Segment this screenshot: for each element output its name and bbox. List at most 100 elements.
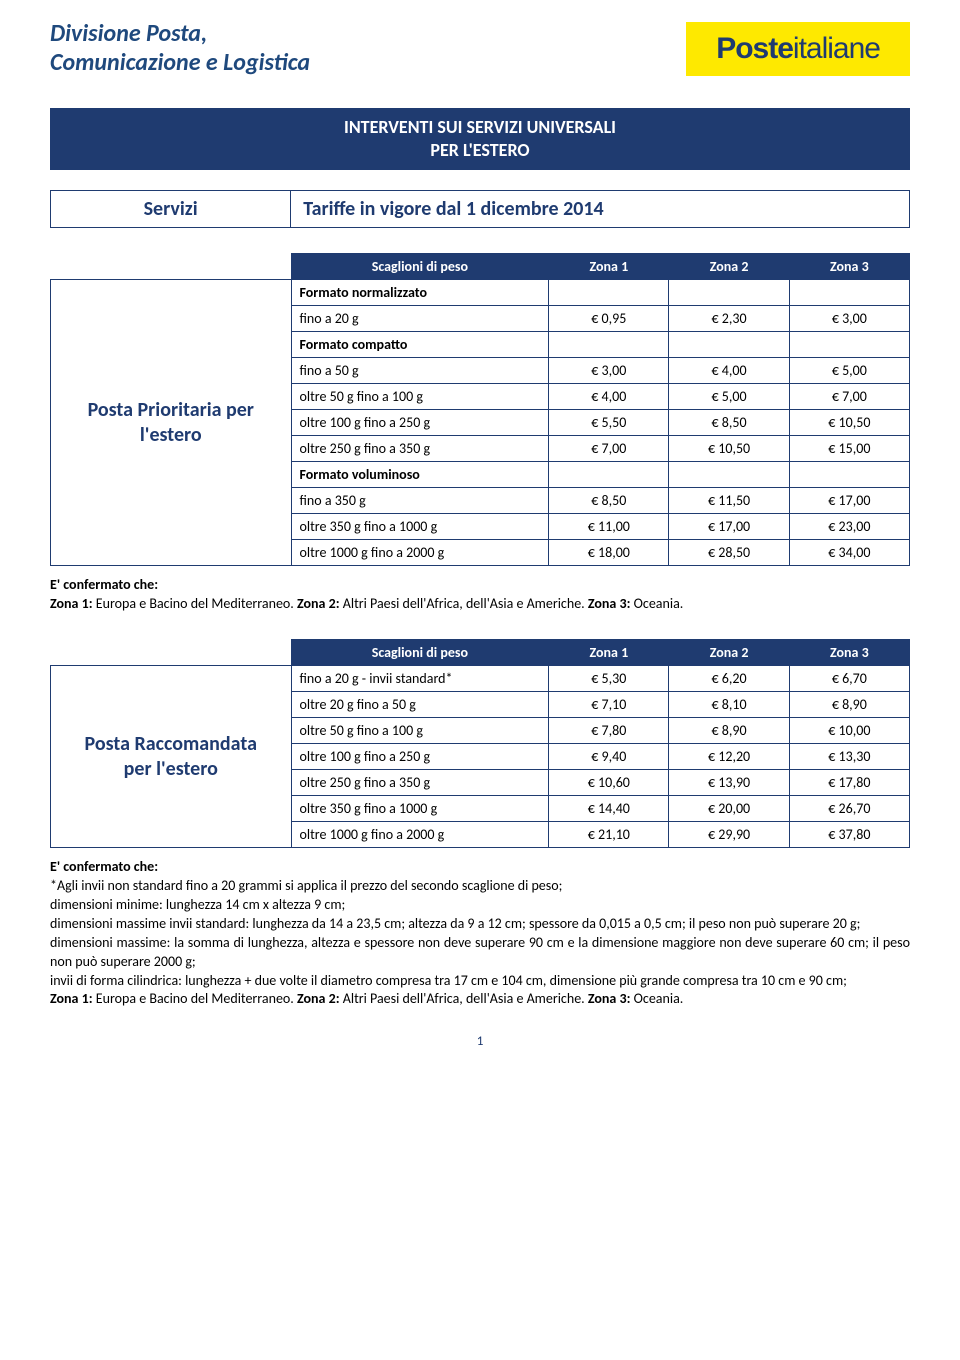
document-header: Divisione Posta, Comunicazione e Logisti… (50, 20, 910, 78)
priority-mail-table: Scaglioni di peso Zona 1 Zona 2 Zona 3 P… (50, 253, 910, 566)
col-zone3: Zona 3 (789, 640, 909, 666)
price-cell-z1: € 9,40 (549, 744, 669, 770)
col-zone2: Zona 2 (669, 254, 789, 280)
main-title: INTERVENTI SUI SERVIZI UNIVERSALI PER L'… (50, 108, 910, 171)
weight-label: Formato compatto (291, 332, 549, 358)
price-cell-z1 (549, 280, 669, 306)
page-number: 1 (50, 1034, 910, 1049)
price-cell-z1: € 7,10 (549, 692, 669, 718)
price-cell-z1: € 11,00 (549, 514, 669, 540)
service-name-cell: Posta Prioritaria perl'estero (51, 280, 292, 566)
notes-line: *Agli invii non standard fino a 20 gramm… (50, 877, 910, 896)
weight-label: fino a 20 g (291, 306, 549, 332)
weight-label: oltre 350 g fino a 1000 g (291, 514, 549, 540)
price-cell-z3: € 3,00 (789, 306, 909, 332)
price-cell-z2: € 8,10 (669, 692, 789, 718)
col-zone2: Zona 2 (669, 640, 789, 666)
price-cell-z2 (669, 332, 789, 358)
col-weight: Scaglioni di peso (291, 640, 549, 666)
main-title-line2: PER L'ESTERO (430, 139, 529, 161)
weight-label: oltre 20 g fino a 50 g (291, 692, 549, 718)
notes1-z2-label: Zona 2: (297, 595, 340, 612)
price-cell-z3: € 23,00 (789, 514, 909, 540)
division-title: Divisione Posta, Comunicazione e Logisti… (50, 20, 656, 78)
price-cell-z1: € 7,00 (549, 436, 669, 462)
price-cell-z1: € 4,00 (549, 384, 669, 410)
price-cell-z3: € 5,00 (789, 358, 909, 384)
brand-logo: Posteitaliane (686, 22, 910, 76)
col-zone1: Zona 1 (549, 254, 669, 280)
notes2-z2-label: Zona 2: (297, 990, 340, 1007)
notes2-z3-label: Zona 3: (588, 990, 631, 1007)
division-line2: Comunicazione e Logistica (50, 48, 310, 77)
notes-block-2: E' confermato che: *Agli invii non stand… (50, 858, 910, 1009)
price-cell-z1: € 8,50 (549, 488, 669, 514)
price-cell-z2: € 5,00 (669, 384, 789, 410)
notes1-lead: E' confermato che: (50, 576, 158, 593)
price-cell-z3: € 6,70 (789, 666, 909, 692)
tariff-left-label: Servizi (51, 191, 291, 227)
price-cell-z3: € 10,00 (789, 718, 909, 744)
notes-line: dimensioni massime invii standard: lungh… (50, 915, 910, 934)
weight-label: oltre 1000 g fino a 2000 g (291, 822, 549, 848)
price-cell-z2: € 2,30 (669, 306, 789, 332)
service-name-cell: Posta Raccomandataper l'estero (51, 666, 292, 848)
registered-mail-table: Scaglioni di peso Zona 1 Zona 2 Zona 3 P… (50, 639, 910, 848)
notes2-z3-text: Oceania. (630, 990, 683, 1007)
price-cell-z3: € 26,70 (789, 796, 909, 822)
price-cell-z3: € 34,00 (789, 540, 909, 566)
weight-label: fino a 20 g - invii standard* (291, 666, 549, 692)
price-cell-z3 (789, 462, 909, 488)
price-cell-z1: € 14,40 (549, 796, 669, 822)
price-cell-z3: € 15,00 (789, 436, 909, 462)
weight-label: fino a 50 g (291, 358, 549, 384)
price-cell-z2: € 8,90 (669, 718, 789, 744)
table-row: Posta Raccomandataper l'esterofino a 20 … (51, 666, 910, 692)
price-cell-z2: € 13,90 (669, 770, 789, 796)
price-cell-z2: € 4,00 (669, 358, 789, 384)
logo-text-bold: Poste (716, 32, 793, 65)
price-cell-z1: € 3,00 (549, 358, 669, 384)
notes2-z1-text: Europa e Bacino del Mediterraneo. (93, 990, 297, 1007)
notes2-lead: E' confermato che: (50, 858, 910, 877)
table-row: Posta Prioritaria perl'esteroFormato nor… (51, 280, 910, 306)
price-cell-z2 (669, 462, 789, 488)
price-cell-z2: € 29,90 (669, 822, 789, 848)
price-cell-z3 (789, 332, 909, 358)
price-cell-z1 (549, 462, 669, 488)
price-cell-z1: € 10,60 (549, 770, 669, 796)
col-zone3: Zona 3 (789, 254, 909, 280)
price-cell-z1: € 21,10 (549, 822, 669, 848)
price-cell-z1: € 18,00 (549, 540, 669, 566)
weight-label: oltre 50 g fino a 100 g (291, 718, 549, 744)
tariff-right-label: Tariffe in vigore dal 1 dicembre 2014 (291, 191, 909, 227)
price-cell-z2: € 8,50 (669, 410, 789, 436)
weight-label: oltre 100 g fino a 250 g (291, 744, 549, 770)
price-cell-z3: € 13,30 (789, 744, 909, 770)
weight-label: oltre 250 g fino a 350 g (291, 436, 549, 462)
price-cell-z2 (669, 280, 789, 306)
weight-label: oltre 100 g fino a 250 g (291, 410, 549, 436)
price-cell-z1: € 5,30 (549, 666, 669, 692)
corner-cell (51, 254, 292, 280)
corner-cell (51, 640, 292, 666)
notes1-z1-text: Europa e Bacino del Mediterraneo. (93, 595, 297, 612)
price-cell-z3: € 17,00 (789, 488, 909, 514)
col-zone1: Zona 1 (549, 640, 669, 666)
price-cell-z3 (789, 280, 909, 306)
weight-label: Formato normalizzato (291, 280, 549, 306)
price-cell-z3: € 37,80 (789, 822, 909, 848)
notes-line: dimensioni massime: la somma di lunghezz… (50, 934, 910, 972)
price-cell-z3: € 17,80 (789, 770, 909, 796)
notes1-z2-text: Altri Paesi dell'Africa, dell'Asia e Ame… (340, 595, 588, 612)
weight-label: oltre 50 g fino a 100 g (291, 384, 549, 410)
notes1-z3-label: Zona 3: (588, 595, 631, 612)
weight-label: Formato voluminoso (291, 462, 549, 488)
weight-label: fino a 350 g (291, 488, 549, 514)
weight-label: oltre 350 g fino a 1000 g (291, 796, 549, 822)
price-cell-z2: € 12,20 (669, 744, 789, 770)
price-cell-z2: € 11,50 (669, 488, 789, 514)
price-cell-z2: € 6,20 (669, 666, 789, 692)
logo-text-light: italiane (793, 32, 880, 65)
price-cell-z2: € 20,00 (669, 796, 789, 822)
